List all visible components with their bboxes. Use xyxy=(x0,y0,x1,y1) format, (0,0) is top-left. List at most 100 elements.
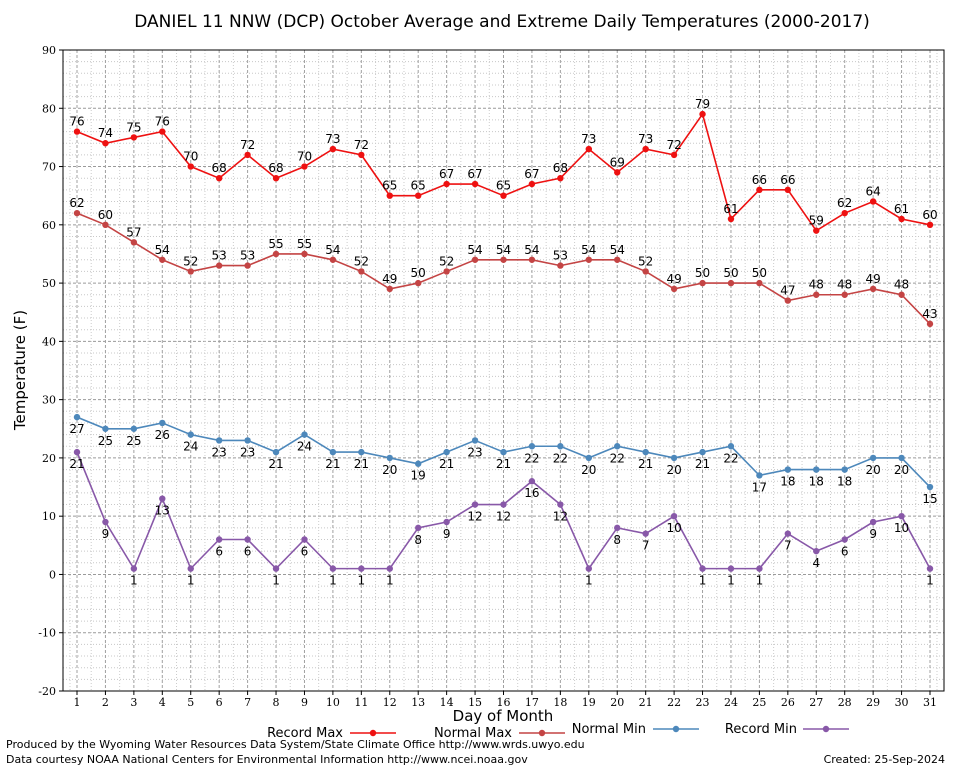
y-tick-label: 70 xyxy=(42,161,56,174)
data-label: 20 xyxy=(581,463,596,477)
data-label: 1 xyxy=(756,574,764,588)
x-tick-label: 31 xyxy=(923,696,937,709)
data-label: 1 xyxy=(585,574,593,588)
x-tick-label: 10 xyxy=(326,696,340,709)
data-label: 6 xyxy=(215,544,223,558)
data-point xyxy=(727,279,735,287)
y-tick-label: 40 xyxy=(42,335,56,348)
legend-marker xyxy=(822,725,830,733)
x-tick-label: 26 xyxy=(781,696,795,709)
data-label: 21 xyxy=(268,457,283,471)
data-point xyxy=(386,192,393,199)
data-label: 54 xyxy=(467,243,482,257)
y-tick-label: -10 xyxy=(38,627,56,640)
data-point xyxy=(670,285,678,293)
data-point xyxy=(898,512,905,520)
x-tick-label: 24 xyxy=(724,696,738,709)
x-tick-label: 15 xyxy=(468,696,482,709)
data-label: 57 xyxy=(126,225,141,239)
data-point xyxy=(699,448,706,456)
x-tick-label: 14 xyxy=(440,696,454,709)
data-point xyxy=(670,512,678,520)
data-label: 54 xyxy=(325,243,340,257)
data-label: 9 xyxy=(102,527,110,541)
data-label: 21 xyxy=(695,457,710,471)
data-point xyxy=(272,448,280,456)
data-label: 55 xyxy=(297,237,312,251)
data-label: 66 xyxy=(780,173,795,187)
data-label: 72 xyxy=(240,138,255,152)
data-point xyxy=(215,175,223,182)
data-point xyxy=(557,443,564,450)
data-label: 49 xyxy=(666,272,681,286)
data-point xyxy=(585,565,592,572)
data-label: 73 xyxy=(325,132,340,146)
data-label: 67 xyxy=(467,167,482,181)
data-point xyxy=(301,250,308,258)
data-point xyxy=(73,448,81,456)
x-tick-label: 12 xyxy=(383,696,397,709)
x-tick-label: 16 xyxy=(497,696,511,709)
data-point xyxy=(73,209,81,217)
data-point xyxy=(926,483,934,491)
data-point xyxy=(784,186,792,194)
data-point xyxy=(443,180,450,188)
data-label: 9 xyxy=(443,527,451,541)
data-label: 23 xyxy=(467,445,482,459)
data-point xyxy=(699,110,706,118)
x-tick-label: 17 xyxy=(525,696,539,709)
data-point xyxy=(756,186,763,194)
grid xyxy=(63,50,944,691)
data-point xyxy=(73,128,81,135)
series-group: 76 74 75 76 70 68 72 68 70 73 72 65 65 67 67 65 67 68 73 69… xyxy=(69,97,938,234)
data-label: 67 xyxy=(439,167,454,181)
data-point xyxy=(215,437,223,444)
data-label: 6 xyxy=(841,544,849,558)
data-point xyxy=(841,466,848,473)
data-point xyxy=(813,291,820,298)
data-point xyxy=(130,134,138,141)
data-point xyxy=(813,466,820,473)
data-label: 48 xyxy=(894,278,909,292)
data-label: 12 xyxy=(553,510,568,524)
data-label: 52 xyxy=(183,254,198,268)
data-point xyxy=(187,163,194,170)
data-point xyxy=(670,454,678,462)
x-tick-label: 21 xyxy=(639,696,653,709)
x-tick-label: 9 xyxy=(301,696,308,709)
x-tick-label: 7 xyxy=(244,696,251,709)
data-point xyxy=(926,221,934,229)
data-point xyxy=(869,454,877,462)
data-point xyxy=(614,443,621,450)
data-label: 17 xyxy=(752,480,767,494)
data-label: 47 xyxy=(780,284,795,298)
data-point xyxy=(898,291,905,298)
data-point xyxy=(244,262,251,269)
data-label: 60 xyxy=(922,208,937,222)
data-label: 7 xyxy=(642,539,650,553)
data-label: 6 xyxy=(244,544,252,558)
data-point xyxy=(130,239,138,246)
data-label: 68 xyxy=(553,161,568,175)
data-label: 68 xyxy=(212,161,227,175)
data-label: 73 xyxy=(581,132,596,146)
data-point xyxy=(130,565,138,572)
data-point xyxy=(415,192,422,199)
data-point xyxy=(187,268,194,275)
data-label: 55 xyxy=(268,237,283,251)
x-tick-label: 5 xyxy=(187,696,194,709)
data-label: 53 xyxy=(240,249,255,263)
data-label: 4 xyxy=(812,556,820,570)
data-point xyxy=(159,495,166,502)
data-label: 62 xyxy=(69,196,84,210)
data-point xyxy=(159,256,166,263)
x-tick-label: 1 xyxy=(74,696,81,709)
y-tick-label: 30 xyxy=(42,394,56,407)
data-point xyxy=(386,454,393,462)
data-point xyxy=(500,448,507,456)
data-point xyxy=(614,524,621,532)
data-point xyxy=(813,227,820,234)
data-label: 72 xyxy=(354,138,369,152)
data-label: 50 xyxy=(723,266,738,280)
